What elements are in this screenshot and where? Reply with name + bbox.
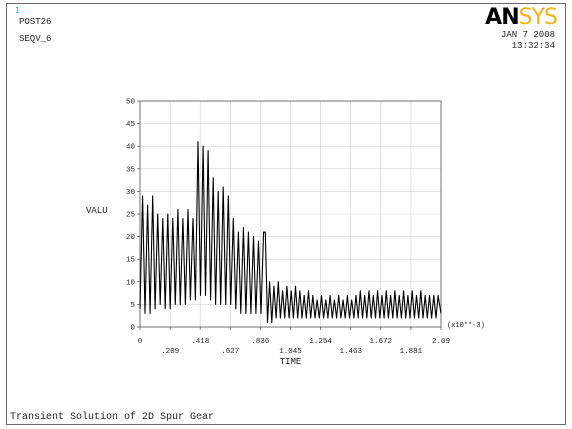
x-tick-label-lower: 1.881 (400, 348, 423, 356)
y-tick-label: 50 (126, 99, 136, 107)
x-tick-label-upper: 1.254 (309, 338, 332, 346)
date-label: JAN 7 2008 (500, 30, 555, 40)
y-tick-label: 5 (130, 302, 135, 310)
y-tick-label: 45 (126, 121, 136, 129)
y-tick-label: 30 (126, 189, 136, 197)
time-label: 13:32:34 (511, 41, 555, 51)
x-tick-label-lower: 1.045 (279, 348, 302, 356)
y-tick-label: 0 (130, 325, 135, 333)
ansys-logo: ANSYS (485, 5, 558, 30)
x-tick-label-lower: .209 (161, 348, 179, 356)
variable-label: SEQV_6 (19, 34, 52, 44)
y-tick-label: 40 (126, 144, 136, 152)
y-axis-ticks: 0 5 10 15 20 25 30 35 40 45 50 (126, 99, 140, 333)
post-label: POST26 (19, 17, 52, 27)
x-tick-label-upper: .418 (191, 338, 209, 346)
data-series-line (139, 141, 442, 324)
x-axis-ticks: 0 .418 .836 1.254 1.672 2.09 .209 .627 1.045 1.46… (138, 327, 450, 356)
x-tick-label-upper: 1.672 (370, 338, 393, 346)
x-tick-label-upper: 2.09 (432, 338, 450, 346)
x-axis-label: TIME (280, 357, 302, 367)
y-tick-label: 10 (126, 279, 136, 287)
y-tick-label: 20 (126, 234, 136, 242)
logo-text-main: AN (485, 5, 519, 30)
x-tick-label-upper: 0 (138, 338, 143, 346)
y-tick-label: 35 (126, 166, 136, 174)
y-axis-label: VALU (86, 206, 108, 216)
y-tick-label: 15 (126, 257, 136, 265)
x-tick-label-lower: 1.463 (339, 348, 362, 356)
x-tick-label-lower: .627 (221, 348, 239, 356)
x-tick-label-upper: .836 (251, 338, 270, 346)
window-number: 1 (15, 6, 20, 15)
logo-text-accent: SYS (518, 5, 558, 30)
y-tick-label: 25 (126, 212, 136, 220)
plot-title: Transient Solution of 2D Spur Gear (10, 412, 215, 423)
x-axis-multiplier: (x10**-3) (447, 322, 485, 330)
